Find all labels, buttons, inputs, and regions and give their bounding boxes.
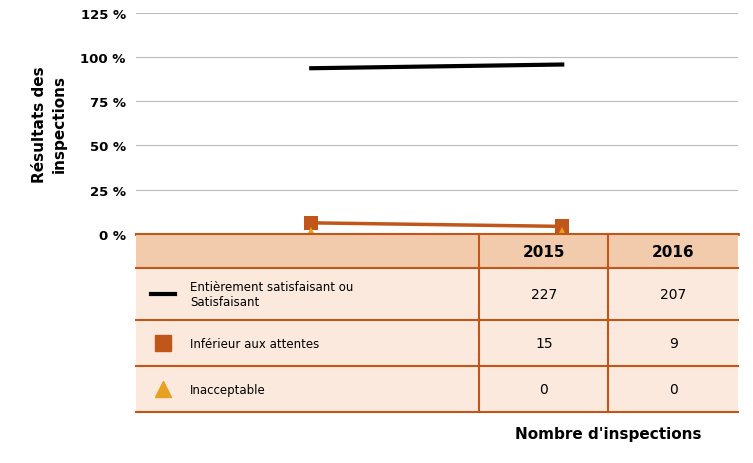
Bar bbox=[136, 367, 738, 413]
Text: Inacceptable: Inacceptable bbox=[190, 383, 266, 396]
Text: 0: 0 bbox=[669, 382, 678, 396]
Text: 0: 0 bbox=[540, 382, 548, 396]
Text: 9: 9 bbox=[669, 337, 678, 350]
Text: 2016: 2016 bbox=[652, 244, 695, 259]
Bar bbox=[136, 269, 738, 320]
Text: Inférieur aux attentes: Inférieur aux attentes bbox=[190, 337, 319, 350]
Text: Entièrement satisfaisant ou
Satisfaisant: Entièrement satisfaisant ou Satisfaisant bbox=[190, 281, 353, 309]
Text: 15: 15 bbox=[535, 337, 553, 350]
Text: Nombre d'inspections: Nombre d'inspections bbox=[515, 426, 702, 441]
Y-axis label: Résultats des
inspections: Résultats des inspections bbox=[32, 66, 66, 182]
Text: 227: 227 bbox=[531, 288, 557, 302]
Bar bbox=[136, 320, 738, 367]
Text: 207: 207 bbox=[660, 288, 687, 302]
Text: 2015: 2015 bbox=[523, 244, 566, 259]
Bar bbox=[136, 234, 738, 269]
